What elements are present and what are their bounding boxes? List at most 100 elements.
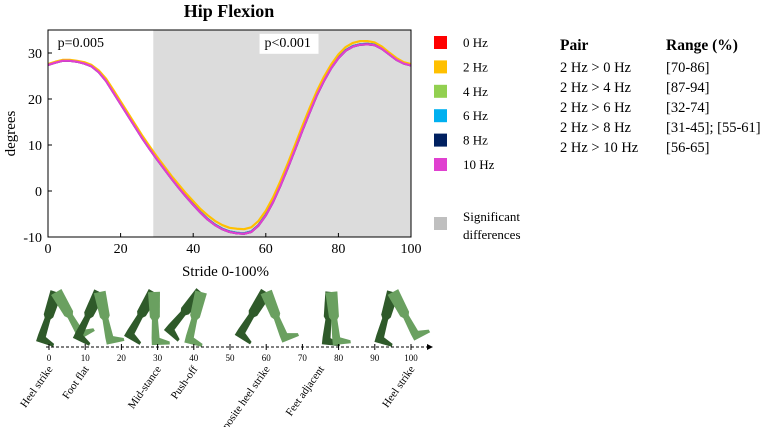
- gait-axis-arrow: [427, 344, 433, 350]
- pair-cell: 2 Hz > 10 Hz: [560, 140, 639, 156]
- legend-swatch: [434, 133, 447, 147]
- legend-label: 10 Hz: [463, 157, 495, 172]
- gait-tick-label: 0: [47, 353, 52, 363]
- legend-item: 6 Hz: [434, 108, 488, 123]
- annotation-box: [52, 33, 112, 54]
- gait-figure-0: [36, 289, 95, 347]
- x-tick-label: 20: [114, 242, 128, 257]
- annotation-1: p<0.001: [259, 33, 319, 54]
- gait-phase-label: Heel strike: [380, 364, 417, 410]
- y-tick-label: 30: [28, 47, 42, 62]
- gait-tick-label: 40: [189, 353, 199, 363]
- gait-tick-label: 60: [262, 353, 272, 363]
- pair-cell: 2 Hz > 8 Hz: [560, 120, 631, 136]
- front-leg: [147, 291, 170, 346]
- front-leg: [51, 289, 95, 340]
- front-leg: [184, 290, 207, 347]
- series-line-10hz: [47, 43, 412, 235]
- legend-significant-line1: Significant: [463, 209, 520, 224]
- legend: 0 Hz 2 Hz 4 Hz 6 Hz 8 Hz 10 Hz Significant diff…: [434, 35, 521, 242]
- range-cell: [31-45]; [55-61]: [666, 120, 761, 136]
- legend-swatch: [434, 84, 447, 98]
- gait-tick-label: 20: [117, 353, 127, 363]
- table-row: 2 Hz > 6 Hz [32-74]: [560, 98, 761, 118]
- x-tick-label: 40: [186, 242, 200, 257]
- gait-figure-2: [124, 289, 170, 346]
- front-leg: [387, 289, 431, 341]
- gait-phase-label: Feet adjacent: [284, 364, 327, 419]
- gait-phase-label: Push-off: [169, 364, 201, 402]
- annotation-label: p<0.001: [265, 36, 311, 51]
- legend-item: 4 Hz: [434, 84, 488, 99]
- legend-swatch: [434, 36, 447, 49]
- legend-swatch: [434, 158, 447, 171]
- x-tick-label: 80: [331, 242, 345, 257]
- legend-item: 0 Hz: [434, 35, 488, 50]
- legend-label: 2 Hz: [463, 59, 488, 74]
- legend-item: 8 Hz: [434, 133, 488, 148]
- legend-significant: Significant differences: [434, 209, 521, 242]
- header-pair: Pair: [560, 37, 589, 54]
- front-leg: [325, 291, 351, 346]
- pair-cell: 2 Hz > 4 Hz: [560, 80, 631, 96]
- axes-frame: [47, 29, 412, 238]
- legend-label: 0 Hz: [463, 35, 488, 50]
- front-leg: [93, 290, 125, 345]
- legend-significant-line2: differences: [463, 227, 521, 242]
- table-row: 2 Hz > 0 Hz [70-86]: [560, 58, 761, 78]
- significance-table: Pair Range (%) 2 Hz > 0 Hz [70-86] 2 Hz > …: [560, 36, 761, 158]
- gait-phase-label: Opposite heel strike: [212, 364, 272, 427]
- table-body: 2 Hz > 0 Hz [70-86] 2 Hz > 4 Hz [87-94] 2 Hz…: [560, 58, 761, 158]
- table-row: 2 Hz > 8 Hz [31-45]; [55-61]: [560, 118, 761, 138]
- range-cell: [87-94]: [666, 80, 710, 96]
- gait-figure-4: [234, 288, 300, 345]
- series-line-2hz: [47, 39, 412, 231]
- annotation-0: p=0.005: [52, 33, 112, 54]
- gait-phase-label: Mid-stance: [126, 364, 164, 412]
- gait-tick-label: 30: [153, 353, 163, 363]
- legend-label: 8 Hz: [463, 133, 488, 148]
- y-tick-label: 10: [28, 139, 42, 154]
- x-tick-label: 60: [259, 242, 273, 257]
- legend-label: 6 Hz: [463, 108, 488, 123]
- y-tick-label: -10: [23, 231, 42, 246]
- table-row: 2 Hz > 10 Hz [56-65]: [560, 138, 761, 158]
- table-row: 2 Hz > 4 Hz [87-94]: [560, 78, 761, 98]
- legend-label: 4 Hz: [463, 84, 488, 99]
- range-cell: [32-74]: [666, 100, 710, 116]
- legend-item: 10 Hz: [434, 157, 495, 172]
- annotation-box: [259, 33, 319, 54]
- y-tick-label: 20: [28, 93, 42, 108]
- annotation-label: p=0.005: [58, 36, 104, 51]
- gait-tick-label: 80: [334, 353, 344, 363]
- gait-tick-label: 10: [81, 353, 91, 363]
- gait-figure-5: [321, 291, 351, 347]
- gait-tick-label: 50: [226, 353, 236, 363]
- front-leg: [260, 289, 300, 343]
- legend-swatch-significant: [434, 217, 447, 230]
- legend-swatch: [434, 60, 447, 74]
- gait-figure-6: [374, 289, 431, 347]
- range-cell: [70-86]: [666, 60, 710, 76]
- chart-title: Hip Flexion: [184, 1, 275, 21]
- legend-swatch: [434, 109, 447, 123]
- gait-tick-label: 90: [370, 353, 380, 363]
- table-header: Pair Range (%): [560, 36, 761, 56]
- header-range: Range (%): [666, 37, 738, 54]
- gait-phase-label: Heel strike: [18, 364, 55, 410]
- pair-cell: 2 Hz > 6 Hz: [560, 100, 631, 116]
- gait-figure-3: [163, 288, 207, 347]
- y-axis-label: degrees: [3, 110, 19, 156]
- pair-cell: 2 Hz > 0 Hz: [560, 60, 631, 76]
- y-tick-label: 0: [35, 185, 42, 200]
- x-tick-label: 100: [401, 242, 422, 257]
- x-tick-label: 0: [45, 242, 52, 257]
- gait-tick-label: 70: [298, 353, 308, 363]
- range-cell: [56-65]: [666, 140, 710, 156]
- significant-region: [153, 30, 411, 237]
- gait-tick-label: 100: [404, 353, 418, 363]
- legend-item: 2 Hz: [434, 59, 488, 74]
